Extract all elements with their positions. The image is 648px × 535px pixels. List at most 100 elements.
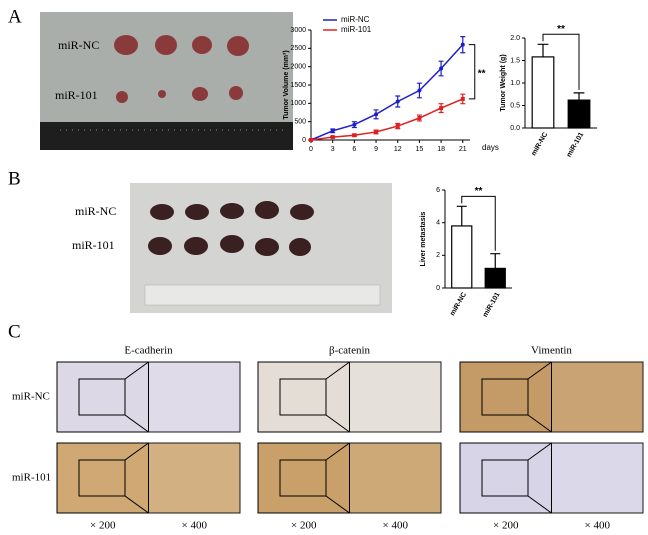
x-tick-label: miR-101 [566,131,586,158]
y-axis-label: Tumor Weight (g) [500,54,507,111]
y-tick-label: 1000 [290,100,306,107]
zoom-connector [527,361,552,380]
panel-label: A [8,6,22,27]
series-line [310,98,464,141]
error-bar [456,205,467,226]
photo-row-label: miR-NC [58,38,99,52]
error-bar [537,43,549,57]
zoom-connector [124,361,149,380]
liver-photo: miR-NC miR-101 [72,183,392,313]
x-tick-label: miR-NC [530,131,549,157]
column-title: β-catenin [329,345,371,357]
x-tick-label: miR-NC [449,291,468,317]
column-title: E-cadherin [124,345,173,357]
y-tick-label: 4 [436,220,440,227]
significance-label: ** [557,24,565,35]
x-tick-label: 21 [459,146,467,153]
micrograph-zoom [148,442,241,514]
tumor-photo: miR-NC miR-101 [40,12,293,150]
marker [417,116,422,120]
marker [439,106,444,111]
zoom-connector [325,495,350,514]
magnification: × 400 [585,520,611,532]
bar [567,99,591,129]
row-label: miR-NC [12,391,50,403]
marker [374,129,379,134]
ihc-panel: E-cadherin × 200 × 400 β-catenin × 200 × 400 V… [12,345,644,532]
magnification: × 400 [383,520,409,532]
zoom-box [78,378,126,416]
x-tick-label: 6 [352,146,356,153]
marker [330,128,335,133]
y-axis-label: Tumor Volume (mm³) [283,50,290,119]
x-tick-label: 18 [437,146,445,153]
zoom-connector [527,414,552,433]
bar [451,225,473,289]
y-tick-label: 0 [436,285,440,292]
charts: 0 500 1000 1500 2000 2500 3000 0 3 6 9 12 15 18 21 days… [283,15,597,319]
series-line [310,44,464,141]
magnification: × 200 [291,520,317,532]
photo-row-label: miR-NC [75,204,116,218]
micrograph [459,442,552,514]
y-tick-label: 0 [302,137,306,144]
marker [330,135,335,140]
y-tick-label: 6 [436,187,440,194]
micrograph [257,361,350,433]
x-tick-label: 0 [309,146,313,153]
x-axis-label: days [482,143,499,152]
marker [417,88,422,93]
y-tick-label: 1500 [290,82,306,89]
x-tick-label: 12 [394,146,402,153]
zoom-box [279,378,327,416]
zoom-connector [325,361,350,380]
y-tick-label: 500 [294,119,306,126]
micrograph-zoom [551,361,644,433]
y-tick-label: 0.0 [510,125,520,132]
x-tick-label: miR-101 [482,291,502,318]
y-tick-label: 2500 [290,45,306,52]
y-tick-label: 3000 [290,27,306,34]
y-tick-label: 2000 [290,64,306,71]
zoom-connector [527,495,552,514]
photo-row-label: miR-101 [72,238,115,252]
micrograph-zoom [551,442,644,514]
y-tick-label: 2.0 [510,35,520,42]
y-tick-label: 0.5 [510,102,520,109]
error-bar [490,253,501,269]
magnification: × 200 [90,520,116,532]
zoom-connector [325,442,350,461]
y-axis-label: Liver metastasis [420,211,427,266]
legend-label: miR-101 [341,25,372,34]
y-tick-label: 2 [436,252,440,259]
micrograph [56,361,149,433]
x-tick-label: 9 [374,146,378,153]
x-tick-label: 3 [331,146,335,153]
panel-label: C [8,321,21,342]
zoom-box [481,459,529,497]
micrograph-zoom [148,361,241,433]
zoom-connector [124,414,149,433]
zoom-connector [124,442,149,461]
marker [395,99,400,104]
row-label: miR-101 [12,472,51,484]
significance-bracket [468,44,476,100]
bar [484,267,506,289]
significance-label: ** [478,68,486,79]
micrograph-zoom [349,361,442,433]
error-bar [573,92,585,101]
zoom-connector [325,414,350,433]
photo-row-label: miR-101 [55,88,98,102]
y-tick-label: 1.0 [510,80,520,87]
zoom-box [78,459,126,497]
marker [309,138,313,142]
y-tick-label: 1.5 [510,57,520,64]
marker [439,66,444,71]
column-title: Vimentin [531,345,572,357]
magnification: × 400 [182,520,208,532]
zoom-connector [527,442,552,461]
micrograph [459,361,552,433]
zoom-box [481,378,529,416]
micrograph-zoom [349,442,442,514]
marker [374,112,379,117]
